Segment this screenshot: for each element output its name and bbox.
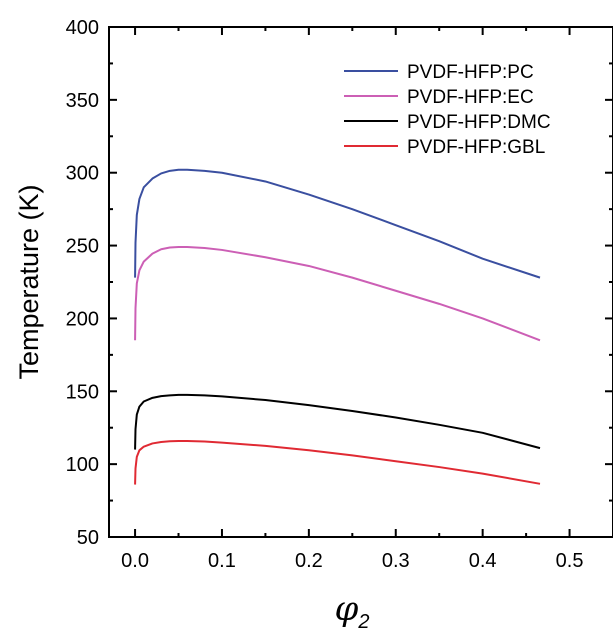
x-axis-title-subscript: 2 bbox=[357, 611, 369, 633]
x-axis-title-symbol: φ bbox=[335, 589, 359, 629]
series-layer bbox=[134, 168, 541, 485]
x-tick-label: 0.0 bbox=[121, 550, 149, 572]
x-tick-label: 0.5 bbox=[556, 550, 584, 572]
y-tick-label: 100 bbox=[66, 454, 99, 476]
plot-area bbox=[108, 26, 613, 538]
y-tick-label: 400 bbox=[66, 17, 99, 39]
series-line-4 bbox=[134, 439, 541, 485]
x-tick-label: 0.3 bbox=[382, 550, 410, 572]
x-tick-label: 0.1 bbox=[208, 550, 236, 572]
series-line-1 bbox=[134, 168, 541, 279]
legend-label-4: PVDF-HFP:GBL bbox=[407, 137, 545, 158]
legend-label-1: PVDF-HFP:PC bbox=[407, 62, 534, 83]
x-tick-label: 0.2 bbox=[295, 550, 323, 572]
y-tick-label: 50 bbox=[77, 527, 99, 549]
legend-label-2: PVDF-HFP:EC bbox=[407, 87, 534, 108]
legend-label-3: PVDF-HFP:DMC bbox=[407, 112, 551, 133]
legend: PVDF-HFP:PC PVDF-HFP:EC PVDF-HFP:DMC PVDF-H… bbox=[344, 62, 551, 158]
x-axis-title: φ2 bbox=[335, 589, 370, 633]
y-axis-ticks: 50 100 150 200 250 300 350 400 bbox=[66, 17, 613, 549]
y-axis-title: Temperature (K) bbox=[14, 184, 44, 379]
x-axis-ticks: 0.0 0.1 0.2 0.3 0.4 0.5 bbox=[121, 27, 583, 572]
y-tick-label: 200 bbox=[66, 308, 99, 330]
series-line-3 bbox=[134, 393, 541, 450]
y-tick-label: 250 bbox=[66, 236, 99, 258]
y-tick-label: 350 bbox=[66, 90, 99, 112]
y-tick-label: 150 bbox=[66, 381, 99, 403]
series-line-2 bbox=[134, 246, 541, 342]
plot-frame bbox=[108, 26, 613, 538]
y-tick-label: 300 bbox=[66, 163, 99, 185]
x-tick-label: 0.4 bbox=[469, 550, 497, 572]
